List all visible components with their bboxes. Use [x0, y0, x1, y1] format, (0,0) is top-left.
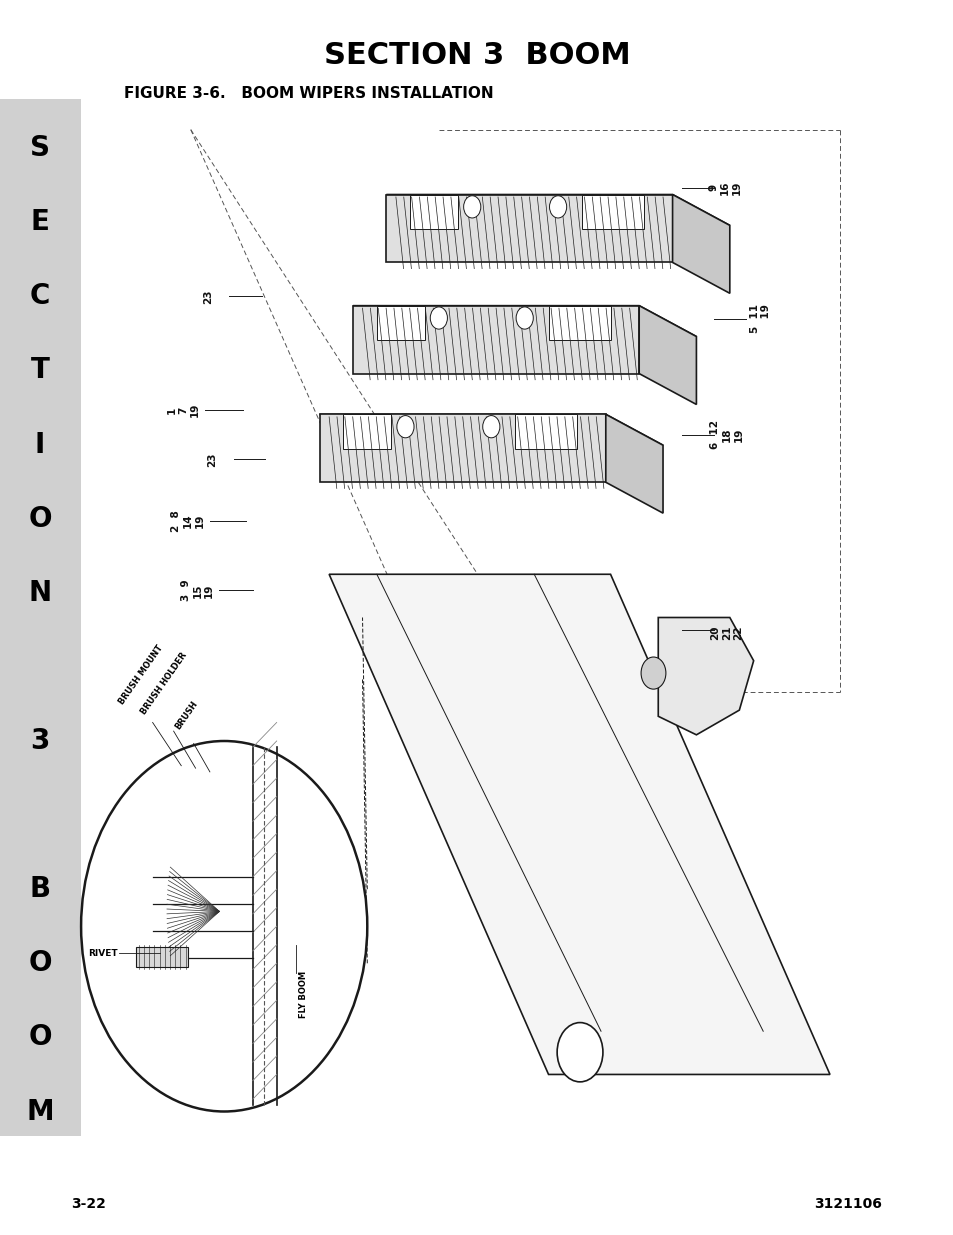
Polygon shape: [376, 306, 424, 341]
Polygon shape: [135, 947, 188, 967]
Polygon shape: [605, 415, 662, 514]
Circle shape: [430, 308, 447, 330]
Polygon shape: [353, 306, 696, 337]
Text: N: N: [29, 579, 51, 606]
Text: I: I: [35, 431, 45, 458]
Text: 3-22: 3-22: [71, 1197, 107, 1212]
Text: 3  9
15
19: 3 9 15 19: [181, 579, 213, 601]
FancyBboxPatch shape: [0, 99, 81, 1136]
Circle shape: [549, 195, 566, 217]
Circle shape: [482, 415, 499, 438]
Text: E: E: [30, 209, 50, 236]
Text: BRUSH MOUNT: BRUSH MOUNT: [117, 643, 165, 706]
Text: O: O: [29, 1024, 51, 1051]
Polygon shape: [386, 195, 672, 262]
Text: RIVET: RIVET: [88, 948, 117, 958]
Polygon shape: [353, 306, 639, 373]
Text: BRUSH HOLDER: BRUSH HOLDER: [139, 651, 189, 716]
Polygon shape: [658, 618, 753, 735]
Circle shape: [396, 415, 414, 438]
Text: T: T: [30, 357, 50, 384]
Polygon shape: [581, 195, 643, 230]
Polygon shape: [672, 195, 729, 293]
Text: 20
21
22: 20 21 22: [710, 625, 742, 640]
Polygon shape: [410, 195, 457, 230]
Text: 5  11
    19: 5 11 19: [749, 304, 770, 333]
Text: 23: 23: [207, 452, 216, 467]
Circle shape: [81, 741, 367, 1112]
Text: O: O: [29, 950, 51, 977]
Text: C: C: [30, 283, 51, 310]
Polygon shape: [548, 306, 610, 341]
Text: BRUSH: BRUSH: [173, 699, 200, 731]
Text: B: B: [30, 876, 51, 903]
Polygon shape: [343, 415, 391, 450]
Text: 2  8
14
19: 2 8 14 19: [172, 510, 204, 532]
Polygon shape: [515, 415, 577, 450]
Text: 23: 23: [203, 289, 213, 304]
Text: 6  12
18
19: 6 12 18 19: [710, 420, 742, 450]
Text: 3121106: 3121106: [814, 1197, 882, 1212]
Text: S: S: [30, 135, 50, 162]
Circle shape: [557, 1023, 602, 1082]
Circle shape: [463, 195, 480, 217]
Polygon shape: [319, 415, 662, 446]
Text: M: M: [27, 1098, 53, 1125]
Polygon shape: [639, 306, 696, 405]
Text: 3: 3: [30, 727, 50, 755]
Text: FLY BOOM: FLY BOOM: [298, 971, 308, 1018]
Circle shape: [640, 657, 665, 689]
Polygon shape: [319, 415, 605, 482]
Polygon shape: [329, 574, 829, 1074]
Polygon shape: [386, 195, 729, 226]
Text: SECTION 3  BOOM: SECTION 3 BOOM: [323, 41, 630, 70]
Text: FIGURE 3-6.   BOOM WIPERS INSTALLATION: FIGURE 3-6. BOOM WIPERS INSTALLATION: [124, 86, 493, 101]
Circle shape: [516, 308, 533, 330]
Text: O: O: [29, 505, 51, 532]
Text: 1
7
19: 1 7 19: [167, 403, 199, 417]
Text: 9
16
19: 9 16 19: [708, 180, 740, 195]
